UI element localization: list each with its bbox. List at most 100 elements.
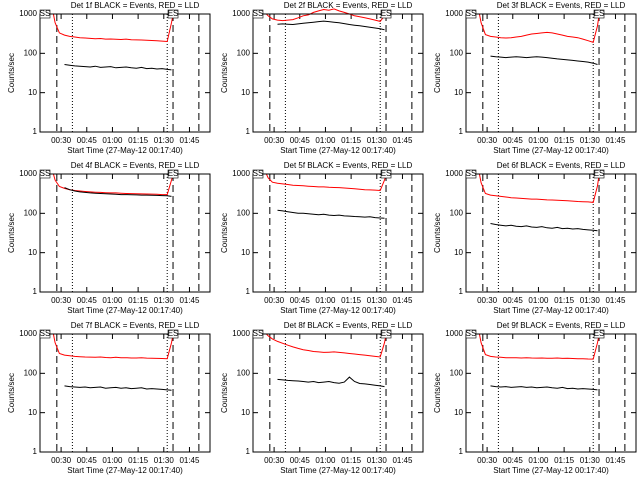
y-tick-label: 1000: [19, 329, 37, 338]
x-tick-label: 00:45: [77, 296, 98, 305]
label-box: [39, 9, 51, 19]
y-tick-label: 100: [24, 48, 38, 57]
x-tick-label: 01:00: [315, 136, 336, 145]
series-line: [478, 333, 600, 360]
x-tick-label: 01:00: [315, 296, 336, 305]
panel: Det 7f BLACK = Events, RED = LLD Counts/s…: [7, 321, 211, 475]
chart-title: Det 1f BLACK = Events, RED = LLD: [71, 1, 200, 10]
end-label: ES: [381, 329, 392, 338]
y-tick-label: 100: [237, 48, 251, 57]
y-axis-label: Counts/sec: [220, 373, 229, 413]
label-box: [252, 9, 264, 19]
x-tick-label: 00:45: [290, 136, 311, 145]
series-line: [478, 13, 600, 44]
x-tick-label: 01:00: [528, 296, 549, 305]
series-line: [52, 173, 174, 196]
x-tick-label: 00:30: [51, 456, 72, 465]
y-tick-label: 1: [246, 127, 251, 136]
y-tick-label: 100: [237, 368, 251, 377]
y-axis-label: Counts/sec: [220, 213, 229, 253]
panel: Det 8f BLACK = Events, RED = LLD Counts/s…: [220, 321, 424, 475]
label-box: [252, 169, 264, 179]
x-tick-label: 01:30: [580, 456, 601, 465]
y-tick-label: 1000: [232, 329, 250, 338]
x-tick-label: 01:30: [367, 456, 388, 465]
y-tick-label: 1000: [445, 9, 463, 18]
panel: Det 9f BLACK = Events, RED = LLD Counts/s…: [433, 321, 637, 475]
x-tick-label: 01:15: [554, 296, 575, 305]
y-axis-label: Counts/sec: [220, 53, 229, 93]
series-line: [52, 13, 174, 43]
x-tick-label: 01:30: [154, 296, 175, 305]
y-tick-label: 10: [28, 248, 37, 257]
start-label: SS: [253, 169, 264, 178]
y-axis-label: Counts/sec: [433, 373, 442, 413]
series-line: [52, 333, 174, 360]
x-tick-label: 00:45: [290, 296, 311, 305]
x-tick-label: 01:30: [367, 296, 388, 305]
x-tick-label: 01:45: [179, 456, 200, 465]
x-tick-label: 01:45: [179, 136, 200, 145]
plot-frame: [465, 13, 637, 133]
plot-frame: [39, 173, 211, 293]
y-tick-label: 10: [28, 88, 37, 97]
y-tick-label: 100: [450, 368, 464, 377]
y-tick-label: 10: [241, 408, 250, 417]
y-tick-label: 1000: [445, 329, 463, 338]
start-label: SS: [40, 9, 51, 18]
x-tick-label: 01:30: [154, 136, 175, 145]
chart-title: Det 6f BLACK = Events, RED = LLD: [497, 161, 626, 170]
x-tick-label: 00:30: [477, 296, 498, 305]
series-line: [64, 187, 172, 197]
x-axis-label: Start Time (27-May-12 00:17:40): [67, 146, 183, 155]
label-box: [39, 329, 51, 339]
label-box: [593, 9, 605, 19]
x-tick-label: 00:30: [51, 136, 72, 145]
chart-title: Det 7f BLACK = Events, RED = LLD: [71, 321, 200, 330]
end-label: ES: [168, 169, 179, 178]
y-axis-label: Counts/sec: [433, 53, 442, 93]
label-box: [465, 169, 477, 179]
y-tick-label: 1: [33, 287, 38, 296]
chart-title: Det 3f BLACK = Events, RED = LLD: [497, 1, 626, 10]
x-tick-label: 01:30: [367, 136, 388, 145]
y-tick-label: 10: [241, 248, 250, 257]
end-label: ES: [168, 329, 179, 338]
y-tick-label: 1: [33, 127, 38, 136]
label-box: [465, 9, 477, 19]
label-box: [167, 9, 179, 19]
y-tick-label: 1: [33, 447, 38, 456]
chart-title: Det 2f BLACK = Events, RED = LLD: [284, 1, 413, 10]
x-tick-label: 00:30: [477, 456, 498, 465]
panel: Det 4f BLACK = Events, RED = LLD Counts/s…: [7, 161, 211, 315]
plot-frame: [252, 333, 424, 453]
start-label: SS: [253, 9, 264, 18]
chart-title: Det 4f BLACK = Events, RED = LLD: [71, 161, 200, 170]
end-label: ES: [381, 9, 392, 18]
label-box: [593, 169, 605, 179]
x-axis-label: Start Time (27-May-12 00:17:40): [280, 146, 396, 155]
label-box: [39, 169, 51, 179]
y-tick-label: 100: [24, 208, 38, 217]
plot-frame: [39, 333, 211, 453]
series-line: [490, 385, 598, 391]
x-tick-label: 01:15: [341, 136, 362, 145]
plot-frame: [252, 13, 424, 133]
series-line: [277, 20, 385, 31]
x-tick-label: 01:00: [102, 296, 123, 305]
x-tick-label: 01:45: [605, 136, 626, 145]
x-tick-label: 01:00: [528, 456, 549, 465]
x-tick-label: 00:30: [51, 296, 72, 305]
series-line: [277, 376, 385, 388]
x-tick-label: 00:45: [503, 136, 524, 145]
series-line: [64, 64, 172, 71]
y-tick-label: 1000: [445, 169, 463, 178]
x-tick-label: 01:00: [102, 456, 123, 465]
chart-title: Det 5f BLACK = Events, RED = LLD: [284, 161, 413, 170]
y-tick-label: 1: [459, 447, 464, 456]
y-tick-label: 1: [459, 287, 464, 296]
y-axis-label: Counts/sec: [7, 373, 16, 413]
y-tick-label: 10: [28, 408, 37, 417]
x-tick-label: 01:45: [392, 136, 413, 145]
